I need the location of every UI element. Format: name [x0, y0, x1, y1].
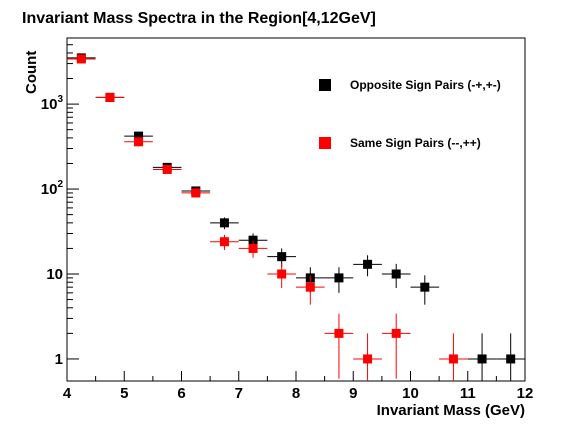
- legend-marker: [319, 79, 331, 91]
- data-point: [219, 237, 229, 247]
- x-tick-label: 10: [402, 385, 419, 402]
- data-point: [248, 235, 258, 245]
- data-point: [191, 188, 201, 198]
- series-same-sign: [67, 54, 468, 381]
- y-tick-label: 1: [55, 351, 63, 368]
- y-axis-label: Count: [23, 51, 40, 94]
- data-point: [277, 252, 287, 262]
- legend-marker: [319, 137, 331, 149]
- data-point: [391, 328, 401, 338]
- data-point: [477, 354, 487, 364]
- x-tick-label: 12: [517, 385, 534, 402]
- data-point: [448, 354, 458, 364]
- data-point: [420, 282, 430, 292]
- x-tick-label: 5: [120, 385, 128, 402]
- data-point: [334, 328, 344, 338]
- chart-title: Invariant Mass Spectra in the Region[4,1…: [22, 10, 376, 27]
- data-point: [105, 92, 115, 102]
- x-tick-label: 9: [349, 385, 357, 402]
- y-tick-label: 102: [41, 179, 64, 198]
- legend-label: Opposite Sign Pairs (-+,+-): [350, 78, 501, 92]
- data-point: [134, 137, 144, 147]
- series-opposite-sign: [67, 53, 525, 381]
- data-point: [506, 354, 516, 364]
- data-point: [134, 131, 144, 141]
- legend-label: Same Sign Pairs (--,++): [350, 136, 481, 150]
- data-point: [334, 273, 344, 283]
- x-tick-label: 8: [292, 385, 300, 402]
- y-tick-label: 10: [46, 266, 63, 283]
- data-point: [248, 243, 258, 253]
- data-point: [277, 269, 287, 279]
- data-point: [219, 218, 229, 228]
- y-tick-label: 103: [41, 94, 64, 113]
- x-tick-label: 6: [177, 385, 185, 402]
- data-point: [162, 164, 172, 174]
- x-tick-label: 4: [63, 385, 72, 402]
- data-point: [76, 54, 86, 64]
- x-axis-label: Invariant Mass (GeV): [377, 402, 525, 419]
- data-point: [305, 282, 315, 292]
- data-point: [391, 269, 401, 279]
- x-tick-label: 7: [235, 385, 243, 402]
- data-point: [363, 354, 373, 364]
- data-point: [363, 259, 373, 269]
- x-tick-label: 11: [460, 385, 476, 402]
